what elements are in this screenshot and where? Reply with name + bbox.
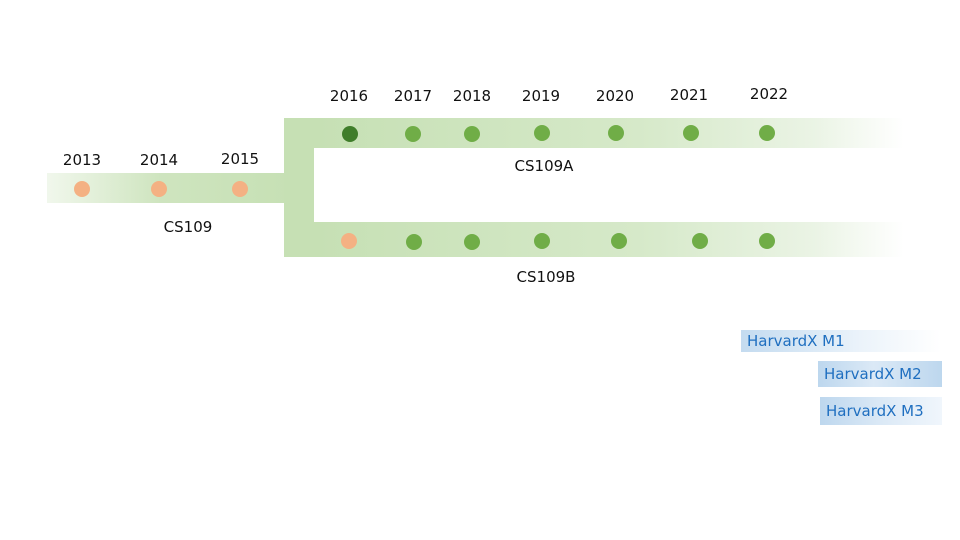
- year-label-2013: 2013: [62, 151, 102, 169]
- timeline-dot-cs109a-2022: [759, 125, 775, 141]
- cs109b-track-band: [314, 222, 904, 257]
- timeline-dot-cs109-2014: [151, 181, 167, 197]
- timeline-dot-cs109-2015: [232, 181, 248, 197]
- harvardx-m2-box: HarvardX M2: [818, 361, 942, 387]
- timeline-dot-cs109b-2016: [341, 233, 357, 249]
- timeline-dot-cs109a-2021: [683, 125, 699, 141]
- timeline-dot-cs109a-2018: [464, 126, 480, 142]
- timeline-dot-cs109b-2017: [406, 234, 422, 250]
- track-label-cs109a: CS109A: [514, 157, 574, 175]
- timeline-dot-cs109b-2020: [611, 233, 627, 249]
- timeline-dot-cs109b-2021: [692, 233, 708, 249]
- track-label-cs109: CS109: [163, 218, 213, 236]
- timeline-dot-cs109b-2022: [759, 233, 775, 249]
- timeline-dot-cs109a-2016: [342, 126, 358, 142]
- year-label-2015: 2015: [220, 150, 260, 168]
- timeline-dot-cs109-2013: [74, 181, 90, 197]
- year-label-2017: 2017: [393, 87, 433, 105]
- track-label-cs109b: CS109B: [516, 268, 576, 286]
- year-label-2021: 2021: [669, 86, 709, 104]
- timeline-dot-cs109a-2020: [608, 125, 624, 141]
- year-label-2020: 2020: [595, 87, 635, 105]
- timeline-dot-cs109a-2019: [534, 125, 550, 141]
- timeline-dot-cs109b-2019: [534, 233, 550, 249]
- harvardx-m3-box: HarvardX M3: [820, 397, 942, 425]
- timeline-dot-cs109a-2017: [405, 126, 421, 142]
- harvardx-m1-box: HarvardX M1: [741, 330, 941, 352]
- year-label-2014: 2014: [139, 151, 179, 169]
- year-label-2018: 2018: [452, 87, 492, 105]
- timeline-dot-cs109b-2018: [464, 234, 480, 250]
- track-split-connector: [284, 118, 314, 257]
- year-label-2019: 2019: [521, 87, 561, 105]
- year-label-2022: 2022: [749, 85, 789, 103]
- year-label-2016: 2016: [329, 87, 369, 105]
